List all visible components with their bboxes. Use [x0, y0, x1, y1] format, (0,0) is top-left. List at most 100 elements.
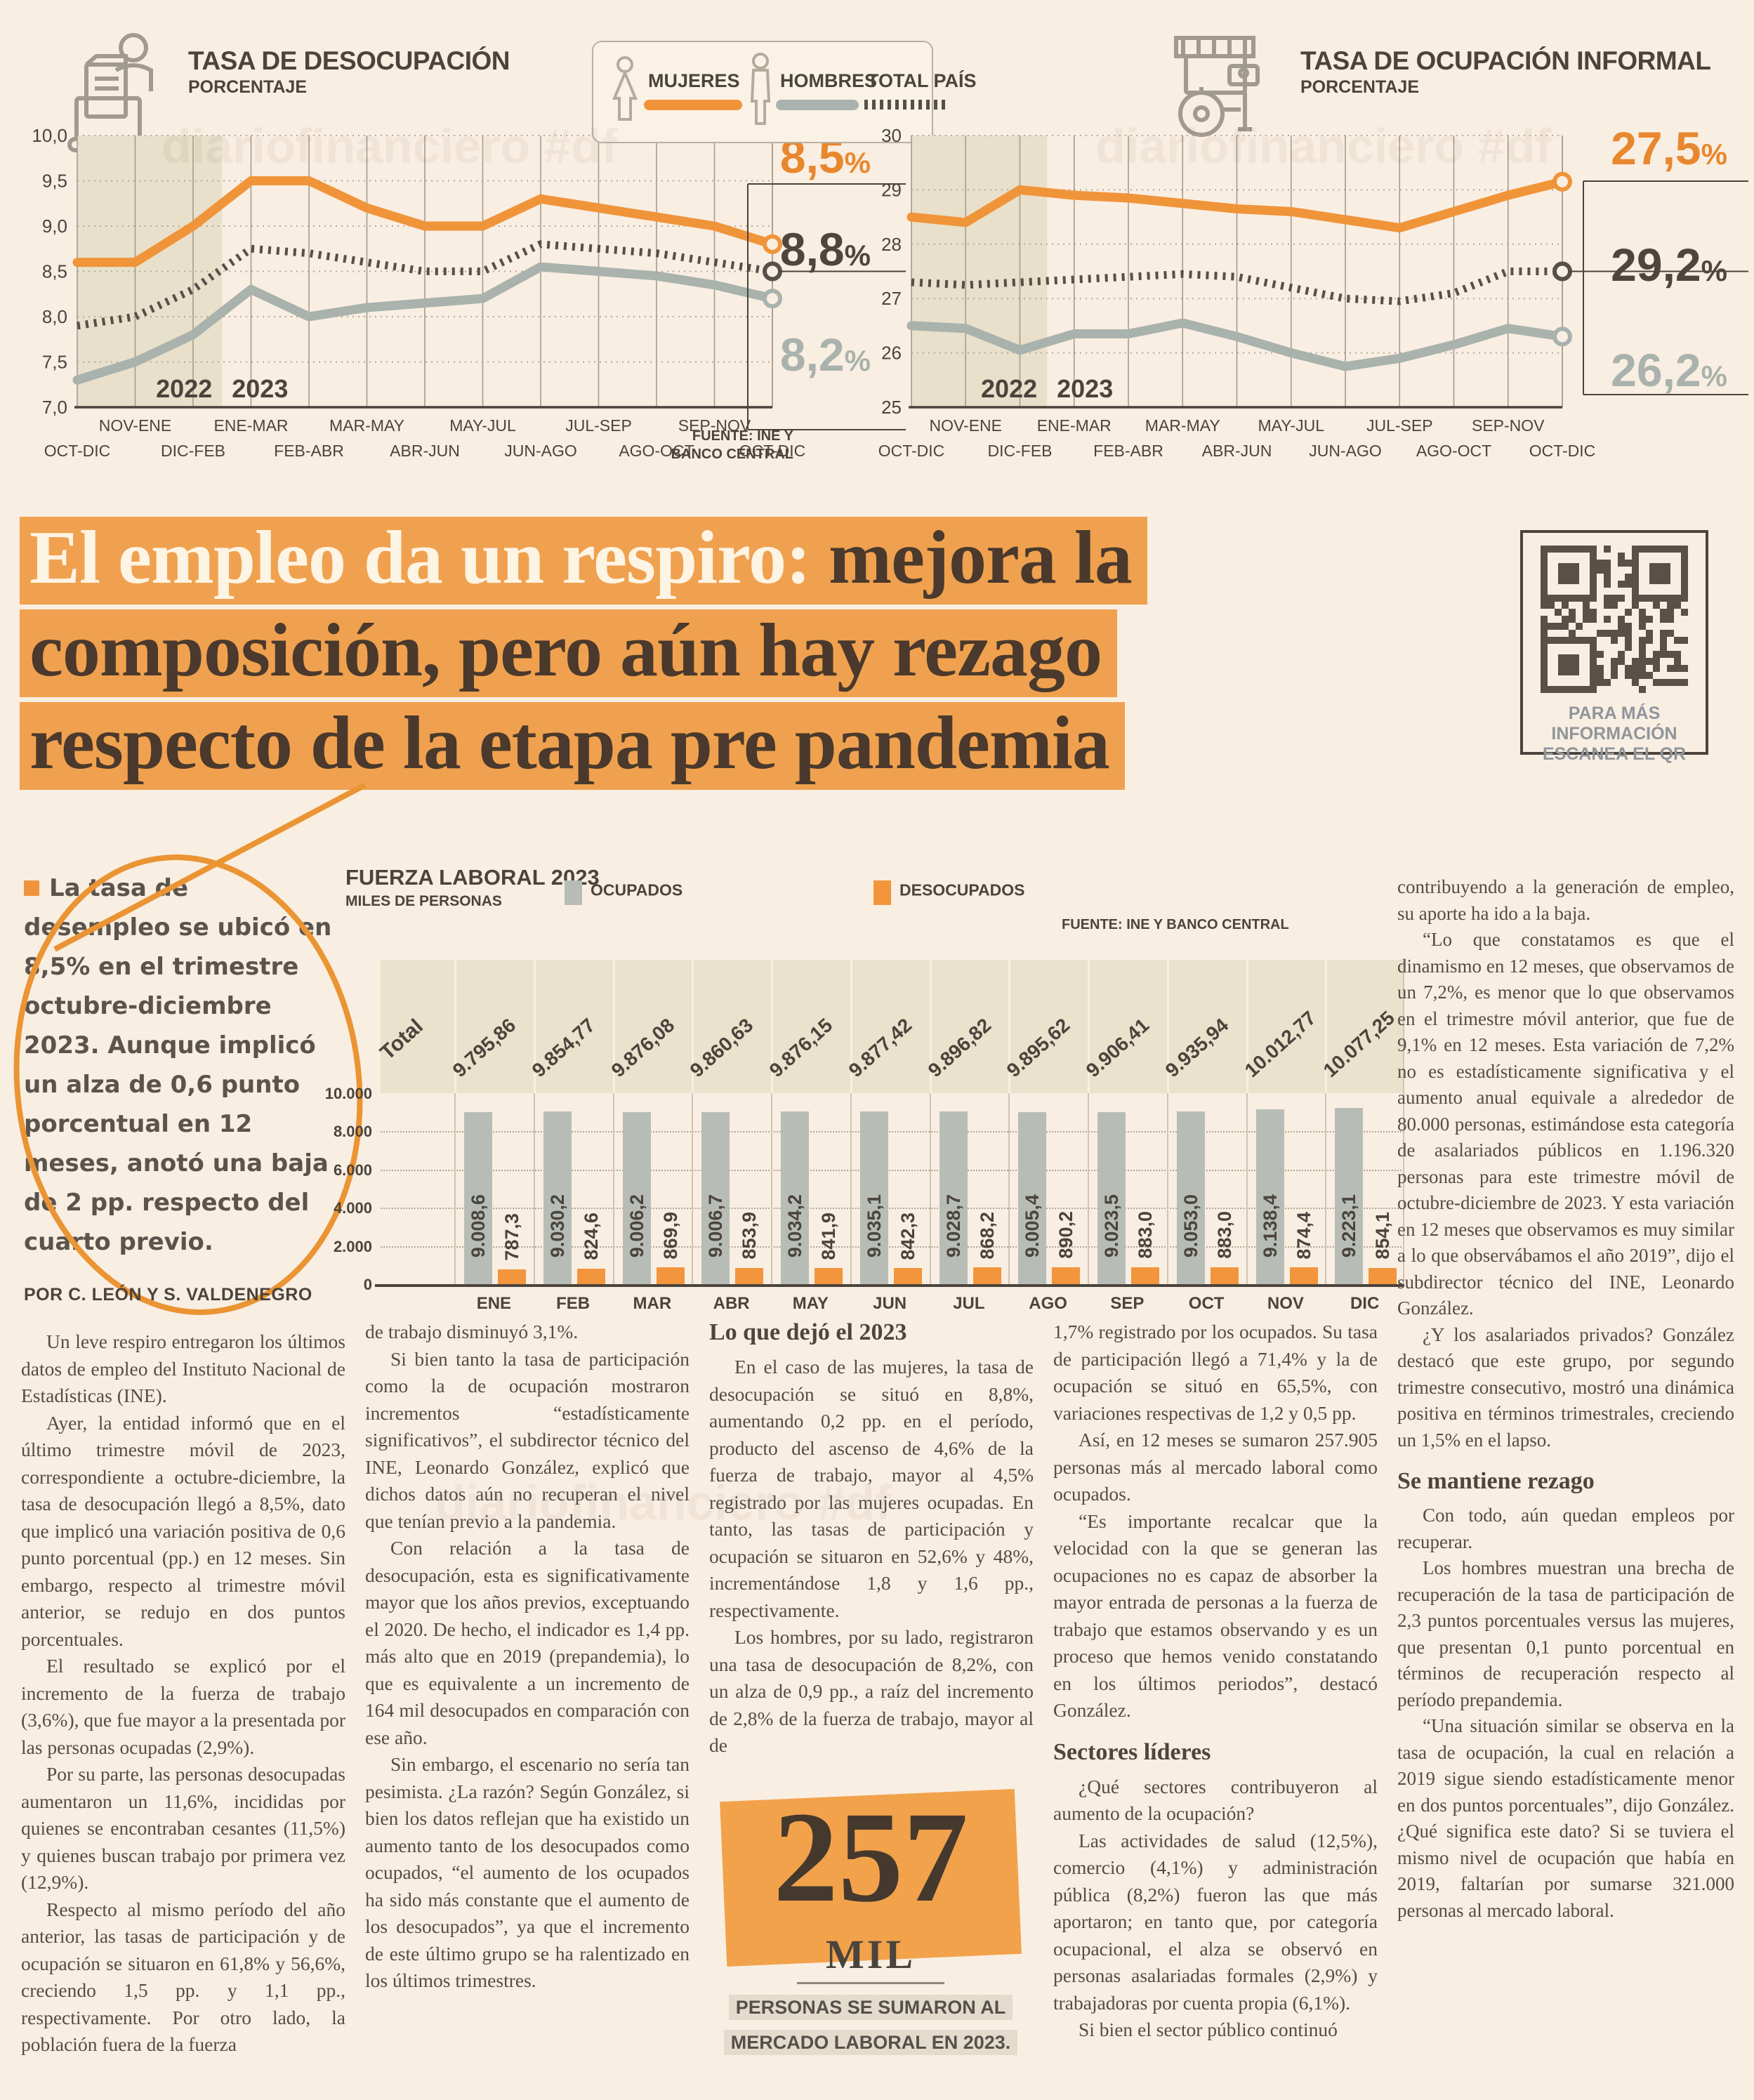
desocupados-bar	[893, 1268, 922, 1284]
headline-line-2: composición, pero aún hay rezago	[20, 609, 1118, 698]
bar-chart-table: Total 9.795,86 9.854,77 9.876,08 9.860,63 9.8…	[325, 960, 1406, 1313]
svg-text:ABR-JUN: ABR-JUN	[390, 442, 460, 460]
svg-text:2022: 2022	[156, 374, 212, 403]
body-paragraph: “Una situación similar se observa en la …	[1397, 1715, 1734, 1921]
ocupados-bar	[543, 1111, 572, 1284]
total-value-cell: 9.860,63	[686, 960, 771, 1093]
right-chart-title-text: TASA DE OCUPACIÓN INFORMAL	[1300, 46, 1711, 75]
svg-text:7,5: 7,5	[42, 352, 67, 373]
ocupados-value: 9.034,2	[784, 1194, 805, 1257]
body-paragraph: “Es importante recalcar que la velocidad…	[1053, 1510, 1378, 1722]
bar-group: 9.023,5 883,0	[1088, 1093, 1168, 1284]
section-heading: Sectores líderes	[1053, 1738, 1211, 1765]
total-value-cell: 9.854,77	[527, 960, 613, 1093]
svg-text:OCT-DIC: OCT-DIC	[739, 442, 806, 460]
bar-month-label: ENE	[476, 1294, 512, 1313]
watermark: diariofinanciero #df	[161, 119, 618, 173]
total-value-cell: 10.077,25	[1319, 960, 1404, 1093]
bar-month-label: DIC	[1350, 1294, 1380, 1313]
total-value-cell: 9.935,94	[1161, 960, 1246, 1093]
ocupados-bar	[781, 1111, 809, 1284]
desocupados-value: 842,3	[897, 1212, 918, 1260]
svg-text:AGO-OCT: AGO-OCT	[619, 442, 694, 460]
svg-text:OCT-DIC: OCT-DIC	[44, 442, 111, 460]
informal-total-label: 27,5%	[1611, 122, 1727, 174]
woman-icon	[612, 56, 638, 121]
total-value-cell: 9.876,08	[607, 960, 692, 1093]
body-paragraph: Si bien tanto la tasa de participación c…	[365, 1347, 690, 1532]
article-column-5: contribuyendo a la generación de empleo,…	[1397, 874, 1734, 1924]
svg-text:MAY-JUL: MAY-JUL	[1258, 416, 1324, 435]
svg-text:ABR-JUN: ABR-JUN	[1202, 442, 1272, 460]
bar-group: 9.035,1 842,3	[850, 1093, 931, 1284]
bar-chart-title: FUERZA LABORAL 2023	[345, 865, 600, 890]
svg-text:MAR-MAY: MAR-MAY	[1145, 416, 1220, 435]
bar-month-label: ABR	[713, 1294, 750, 1313]
desocupados-value: 883,0	[1213, 1211, 1235, 1259]
bar-group: 9.223,1 854,1	[1325, 1093, 1406, 1284]
svg-text:2023: 2023	[1057, 374, 1113, 403]
desocupados-value: 853,9	[739, 1212, 760, 1260]
ocupados-bar	[701, 1112, 730, 1284]
legend-total-label: TOTAL PAÍS	[867, 70, 977, 91]
left-chart-title: TASA DE DESOCUPACIÓN PORCENTAJE	[188, 46, 510, 98]
desocupados-value: 841,9	[818, 1212, 839, 1260]
left-chart-title-text: TASA DE DESOCUPACIÓN	[188, 46, 510, 75]
total-value-cell: 9.906,41	[1082, 960, 1167, 1093]
svg-text:8,0: 8,0	[42, 306, 67, 327]
bar-month-label: JUN	[873, 1294, 907, 1313]
body-paragraph: “Lo que constatamos es que el dinamismo …	[1397, 929, 1734, 1319]
body-paragraph: Con relación a la tasa de desocupación, …	[365, 1537, 690, 1748]
svg-text:JUN-AGO: JUN-AGO	[1309, 442, 1382, 460]
desocupados-value: 868,2	[976, 1211, 998, 1260]
svg-text:FEB-ABR: FEB-ABR	[274, 442, 344, 460]
ocupados-bar	[859, 1111, 888, 1284]
gender-legend: MUJERES HOMBRES TOTAL PAÍS	[592, 41, 977, 143]
svg-text:DIC-FEB: DIC-FEB	[988, 442, 1053, 460]
svg-text:MAY-JUL: MAY-JUL	[449, 416, 516, 435]
ocupados-value: 9.006,7	[705, 1194, 727, 1257]
bar-group: 9.005,4 890,2	[1008, 1093, 1089, 1284]
svg-text:AGO-OCT: AGO-OCT	[1416, 442, 1491, 460]
desocupados-value: 874,4	[1293, 1211, 1314, 1260]
right-chart-end-labels: 27,5% 29,2% 26,2%	[1594, 125, 1727, 393]
body-paragraph: Respecto al mismo período del año anteri…	[21, 1898, 345, 2056]
women-rate-label: 8,8%	[779, 223, 871, 275]
body-paragraph: de trabajo disminuyó 3,1%.	[365, 1321, 579, 1342]
bar-y-tick: 2.000	[333, 1237, 372, 1255]
bar-group: 9.034,2 841,9	[771, 1093, 852, 1284]
desocupados-bar	[815, 1268, 843, 1284]
ocupados-value: 9.023,5	[1101, 1194, 1122, 1257]
svg-text:ENE-MAR: ENE-MAR	[1037, 416, 1112, 435]
right-chart-subtitle: PORCENTAJE	[1300, 77, 1420, 97]
ocupados-bar	[939, 1111, 968, 1284]
legend-total-swatch	[864, 100, 947, 110]
left-chart-subtitle: PORCENTAJE	[188, 77, 308, 97]
bar-group: 9.008,6 787,3	[454, 1093, 535, 1284]
svg-text:NOV-ENE: NOV-ENE	[99, 416, 172, 435]
body-paragraph: Si bien el sector público continuó	[1079, 2019, 1338, 2040]
svg-text:ENE-MAR: ENE-MAR	[213, 416, 288, 435]
bar-y-tick: 0	[363, 1276, 372, 1293]
body-paragraph: contribuyendo a la generación de empleo,…	[1397, 876, 1734, 924]
desocupados-bar	[1369, 1267, 1397, 1284]
legend-hombres-label: HOMBRES	[780, 70, 878, 91]
bar-y-tick: 4.000	[333, 1199, 372, 1217]
bar-month-label: OCT	[1188, 1294, 1225, 1313]
men-rate-label: 8,2%	[779, 329, 871, 381]
bar-group: 9.053,0 883,0	[1166, 1093, 1248, 1284]
svg-text:MAR-MAY: MAR-MAY	[329, 416, 404, 435]
desocupados-bar	[576, 1268, 605, 1284]
summary-callout: La tasa de desempleo se ubicó en 8,5% en…	[24, 874, 332, 1256]
desocupados-value: 854,1	[1372, 1212, 1394, 1260]
bar-chart-source: FUENTE: INE Y BANCO CENTRAL	[1062, 917, 1289, 932]
body-paragraph: Los hombres muestran una brecha de recup…	[1397, 1557, 1734, 1710]
headline-line-3: respecto de la etapa pre pandemia	[20, 702, 1125, 791]
desocupados-value: 869,9	[659, 1211, 681, 1260]
bar-month-label: JUL	[953, 1294, 985, 1313]
svg-text:28: 28	[881, 234, 902, 255]
body-paragraph: Las actividades de salud (12,5%), comerc…	[1053, 1829, 1378, 2014]
qr-caption: PARA MÁS INFORMACIÓN ESCANEA EL QR	[1542, 704, 1687, 764]
headline-line-1: El empleo da un respiro: mejora la	[20, 517, 1147, 605]
